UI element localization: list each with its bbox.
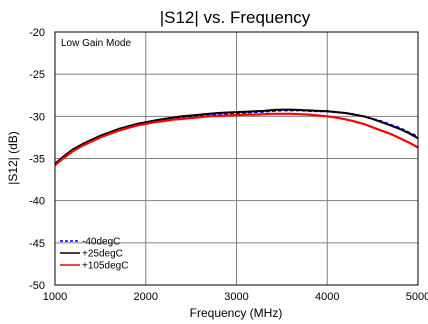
series-line-25degc [54,108,419,165]
y-tick-label: -40 [29,196,45,208]
x-tick-label: 5000 [406,291,428,303]
x-tick-label: 4000 [315,291,339,303]
series-layer [54,108,419,167]
tick-labels: 1000 2000 3000 4000 5000 -20 -25 -30 -35 -40 -45 -5… [29,27,428,303]
y-tick-label: -25 [29,69,45,81]
y-tick-label: -30 [29,111,45,123]
legend-label-40degc: -40degC [82,237,120,248]
gridlines [55,32,418,285]
plot-area: 1000 2000 3000 4000 5000 -20 -25 -30 -35 -40 -45 -5… [29,27,428,303]
series-line-105degc [54,112,419,167]
x-axis-title: Frequency (MHz) [190,306,283,320]
y-tick-label: -35 [29,154,45,166]
y-tick-label: -45 [29,238,45,250]
y-tick-label: -20 [29,27,45,39]
legend-label-105degc: +105degC [82,261,128,272]
x-tick-label: 2000 [134,291,158,303]
y-tick-label: -50 [29,280,45,292]
y-axis-title: |S12| (dB) [6,131,20,185]
legend: -40degC+25degC+105degC [60,237,128,272]
chart-title: |S12| vs. Frequency [160,8,311,27]
annotation-low-gain-mode: Low Gain Mode [61,38,131,49]
x-tick-label: 3000 [224,291,248,303]
legend-label-25degc: +25degC [82,249,123,260]
x-tick-label: 1000 [43,291,67,303]
plot-border [54,31,419,286]
